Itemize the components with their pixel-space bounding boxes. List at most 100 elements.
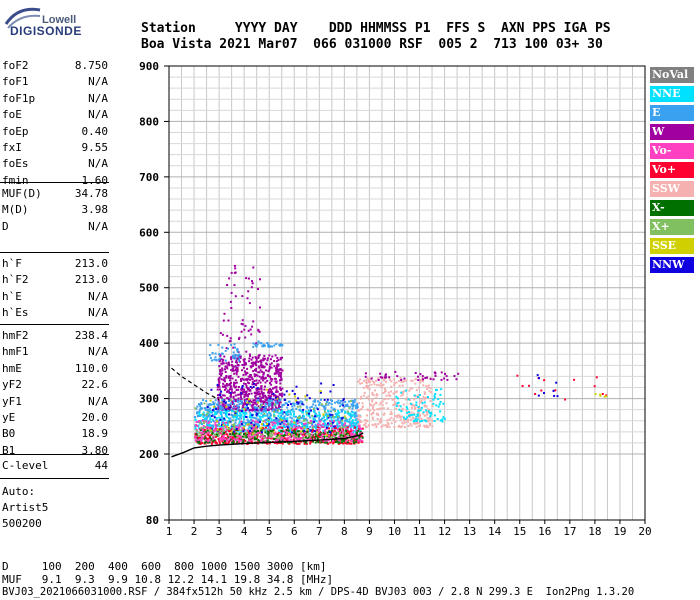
trace-point-vo-	[348, 424, 351, 427]
trace-point-nne	[238, 422, 241, 425]
trace-point-nnw	[285, 390, 288, 393]
trace-point-e	[293, 404, 296, 407]
trace-point-e	[270, 400, 273, 403]
trace-point-w	[279, 357, 282, 360]
trace-point-e	[196, 415, 199, 418]
trace-point-nne	[278, 412, 281, 415]
trace-point-w	[263, 394, 266, 397]
trace-point-e	[237, 405, 240, 408]
trace-point-ssw	[420, 417, 423, 420]
trace-point-w	[224, 365, 227, 368]
trace-point-vo-	[257, 442, 260, 445]
trace-point-nne	[335, 412, 338, 415]
trace-point-nne	[400, 391, 403, 394]
trace-point-ssw	[417, 407, 420, 410]
trace-point-w	[247, 329, 250, 332]
trace-point-x-	[294, 435, 297, 438]
trace-point-nnw	[309, 429, 312, 432]
trace-point-nnw	[261, 431, 263, 434]
trace-point-x-	[285, 429, 288, 432]
trace-point-x-	[342, 434, 345, 437]
trace-point-nne	[206, 412, 209, 415]
trace-point-e	[239, 424, 242, 427]
trace-point-e	[293, 402, 296, 405]
trace-point-e	[304, 398, 307, 401]
trace-point-vo-	[224, 438, 227, 441]
trace-point-e	[255, 399, 258, 402]
trace-point-nne	[215, 413, 218, 415]
trace-point-w	[253, 379, 256, 382]
trace-point-e	[238, 359, 240, 362]
trace-point-w	[250, 358, 253, 361]
trace-point-e	[301, 401, 304, 403]
trace-point-vo-	[208, 439, 211, 441]
trace-point-sse	[230, 430, 233, 433]
trace-point-nne	[439, 410, 442, 413]
trace-point-x-	[209, 438, 212, 441]
trace-point-nne	[354, 429, 357, 432]
trace-point-e	[278, 407, 281, 410]
trace-point-x-	[307, 433, 310, 436]
trace-point-vo-	[291, 428, 294, 431]
trace-point-ssw	[364, 424, 367, 427]
trace-point-ssw	[360, 382, 363, 385]
trace-point-e	[217, 401, 220, 404]
trace-point-nne	[396, 402, 399, 405]
legend-item-ssw: SSW	[650, 181, 694, 197]
trace-point-x-	[335, 431, 338, 434]
param-value: 18.9	[81, 427, 109, 441]
trace-point-w	[273, 360, 276, 362]
trace-point-nne	[420, 420, 423, 422]
param-name: B0	[2, 427, 16, 441]
trace-point-nne	[358, 431, 361, 434]
trace-point-e	[338, 401, 341, 404]
trace-point-e	[300, 421, 303, 424]
trace-point-ssw	[417, 394, 420, 397]
trace-point-w	[279, 406, 282, 408]
trace-point-ssw	[373, 381, 376, 384]
trace-point-vo-	[195, 424, 197, 426]
trace-point-vo-	[203, 429, 206, 431]
trace-point-ssw	[426, 413, 429, 416]
trace-point-e	[329, 410, 332, 413]
trace-point-e	[341, 408, 344, 411]
trace-point-w	[227, 389, 230, 392]
trace-point-ssw	[383, 377, 386, 380]
trace-point-nne	[257, 423, 260, 426]
trace-point-ssw	[379, 420, 381, 423]
trace-point-x-	[335, 433, 338, 436]
trace-point-x-	[337, 431, 340, 434]
trace-point-nne	[268, 411, 271, 414]
trace-point-e	[329, 399, 332, 401]
trace-point-ssw	[399, 416, 401, 419]
param-name: B1	[2, 443, 16, 457]
trace-point-w	[249, 375, 252, 378]
trace-point-nne	[402, 416, 405, 419]
trace-point-w	[443, 377, 446, 380]
trace-point-w	[270, 362, 273, 365]
trace-point-w	[218, 385, 221, 388]
trace-point-w	[233, 398, 236, 401]
trace-point-w	[261, 370, 264, 373]
trace-point-nne	[250, 413, 252, 416]
trace-point-x-	[329, 437, 332, 440]
trace-point-x-	[267, 430, 269, 433]
trace-point-vo-	[311, 428, 314, 431]
trace-point-w	[234, 405, 237, 408]
trace-point-w	[235, 389, 238, 391]
trace-point-x-	[243, 432, 246, 435]
trace-point-e	[268, 402, 270, 405]
trace-point-w	[426, 376, 428, 379]
trace-point-x-	[258, 406, 261, 409]
trace-point-nne	[239, 415, 242, 418]
trace-point-w	[266, 359, 269, 362]
trace-point-x-	[323, 435, 326, 438]
trace-point-x-	[336, 440, 339, 443]
param-row: foEs N/A	[2, 156, 108, 172]
trace-point-vo-	[248, 439, 251, 442]
trace-point-e	[216, 403, 218, 406]
trace-point-e	[354, 413, 357, 416]
trace-point-x-	[322, 437, 325, 440]
trace-point-w	[221, 362, 224, 365]
trace-point-vo-	[310, 438, 312, 441]
